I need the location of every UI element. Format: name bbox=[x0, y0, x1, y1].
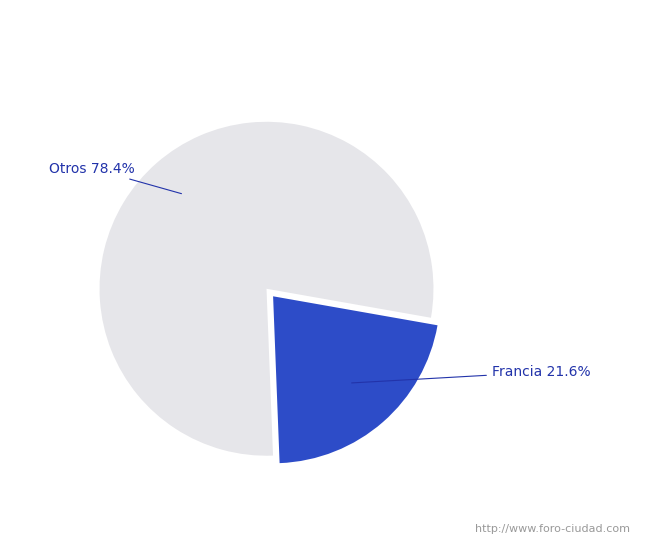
Text: Francia 21.6%: Francia 21.6% bbox=[352, 365, 591, 383]
Text: http://www.foro-ciudad.com: http://www.foro-ciudad.com bbox=[476, 524, 630, 534]
Wedge shape bbox=[99, 122, 434, 456]
Text: Andorra - Turistas extranjeros según país - Octubre de 2024: Andorra - Turistas extranjeros según paí… bbox=[77, 14, 573, 32]
Wedge shape bbox=[273, 296, 437, 463]
Text: Otros 78.4%: Otros 78.4% bbox=[49, 162, 181, 194]
